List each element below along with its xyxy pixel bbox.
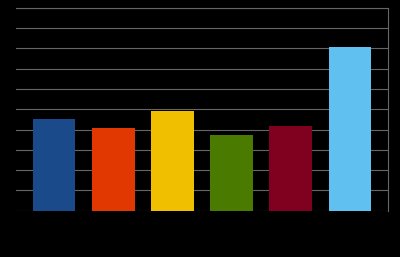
Bar — [151, 111, 194, 211]
Bar — [210, 135, 253, 211]
Bar — [92, 128, 135, 211]
Bar — [33, 119, 76, 211]
Bar — [328, 47, 371, 211]
Bar — [269, 126, 312, 211]
Legend: , , , , , : , , , , , — [149, 256, 255, 257]
